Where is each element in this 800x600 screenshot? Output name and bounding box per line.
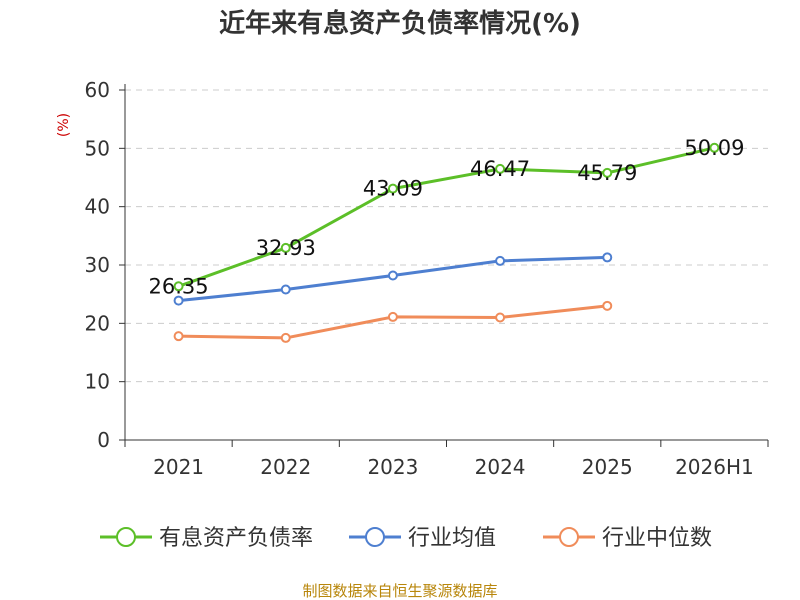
legend-marker — [116, 527, 136, 547]
x-tick-label: 2022 — [260, 455, 311, 479]
x-axis-ticks: 2021 2022 2023 2024 2025 2026H1 — [124, 440, 769, 479]
legend-label: 有息资产负债率 — [159, 526, 313, 551]
data-point — [709, 142, 720, 153]
data-label: 43.09 — [363, 177, 423, 201]
y-tick-label: 10 — [85, 370, 110, 394]
axes — [124, 84, 768, 441]
data-point — [602, 167, 613, 178]
data-point — [387, 311, 398, 322]
x-tick-label: 2024 — [475, 455, 526, 479]
data-point — [173, 331, 184, 342]
grid-lines — [125, 89, 768, 383]
series-line — [178, 146, 715, 288]
x-tick-label: 2021 — [153, 455, 204, 479]
data-point — [173, 281, 184, 292]
data-point — [387, 270, 398, 281]
legend-marker — [559, 527, 579, 547]
y-axis-ticks: 0 10 20 30 40 50 60 — [85, 78, 125, 452]
y-tick-label: 40 — [85, 195, 110, 219]
y-axis-unit: (%) — [56, 113, 72, 137]
x-tick-label: 2025 — [582, 455, 633, 479]
y-tick-label: 60 — [85, 78, 110, 102]
y-tick-label: 20 — [85, 311, 110, 335]
data-point — [495, 163, 506, 174]
series-group — [173, 142, 720, 343]
data-label: 32.93 — [256, 236, 316, 260]
data-label: 45.79 — [577, 161, 637, 185]
data-point — [495, 255, 506, 266]
data-point — [495, 312, 506, 323]
data-labels: 26.35 32.93 43.09 46.47 45.79 50.09 — [149, 136, 745, 298]
legend-label: 行业均值 — [408, 526, 496, 551]
data-point — [387, 183, 398, 194]
data-point — [602, 252, 613, 263]
x-tick-label: 2026H1 — [675, 455, 754, 479]
chart-title: 近年来有息资产负债率情况(%) — [219, 8, 581, 39]
y-tick-label: 30 — [85, 253, 110, 277]
legend-label: 行业中位数 — [602, 526, 712, 551]
y-tick-label: 50 — [85, 136, 110, 160]
data-label: 50.09 — [684, 136, 744, 160]
y-tick-label: 0 — [97, 428, 110, 452]
data-point — [280, 242, 291, 253]
data-point — [602, 300, 613, 311]
source-note: 制图数据来自恒生聚源数据库 — [302, 582, 497, 600]
data-label: 46.47 — [470, 157, 530, 181]
data-point — [280, 332, 291, 343]
x-tick-label: 2023 — [367, 455, 418, 479]
data-point — [280, 284, 291, 295]
legend: 有息资产负债率 行业均值 行业中位数 — [100, 526, 712, 551]
data-point — [173, 295, 184, 306]
legend-marker — [365, 527, 385, 547]
data-label: 26.35 — [149, 274, 209, 298]
